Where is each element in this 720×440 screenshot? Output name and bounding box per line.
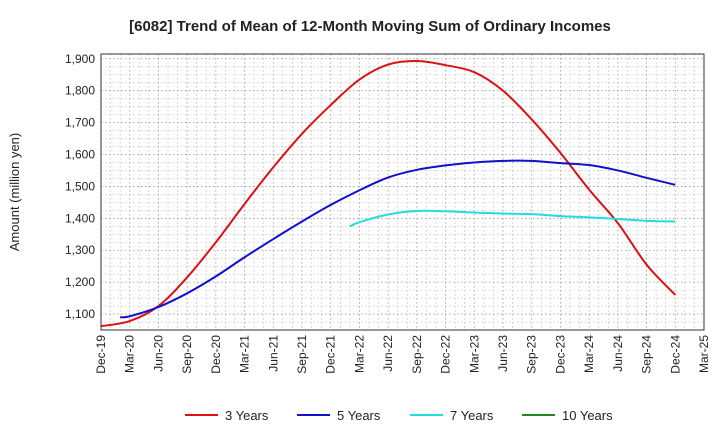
x-tick-label: Dec-19	[94, 335, 108, 374]
x-tick-label: Sep-22	[410, 335, 424, 374]
legend-label-10-years: 10 Years	[562, 408, 613, 423]
x-tick-label: Mar-25	[697, 335, 711, 373]
legend-label-3-years: 3 Years	[225, 408, 269, 423]
x-tick-label: Mar-22	[352, 335, 366, 373]
y-tick-label: 1,300	[65, 243, 95, 257]
y-tick-label: 1,600	[65, 148, 95, 162]
legend-label-7-years: 7 Years	[450, 408, 494, 423]
x-tick-label: Jun-23	[496, 335, 510, 372]
y-tick-label: 1,800	[65, 84, 95, 98]
series-line-5-years	[120, 159, 676, 319]
y-axis-label: Amount (million yen)	[7, 133, 22, 252]
x-tick-label: Sep-23	[525, 335, 539, 374]
x-tick-label: Mar-23	[467, 335, 481, 373]
series-layer	[100, 60, 677, 328]
x-tick-label: Sep-21	[295, 335, 309, 374]
series-line-3-years	[100, 60, 677, 328]
y-tick-label: 1,900	[65, 52, 95, 66]
grid-layer	[101, 54, 704, 330]
x-tick-label: Mar-20	[123, 335, 137, 373]
x-tick-label: Dec-23	[553, 335, 567, 374]
plot-frame	[100, 53, 705, 331]
x-tick-label: Sep-20	[180, 335, 194, 374]
y-tick-label: 1,200	[65, 275, 95, 289]
legend-label-5-years: 5 Years	[337, 408, 381, 423]
x-axis-ticks: Dec-19 Mar-20 Jun-20 Sep-20 Dec-20 Mar-21 Jun-…	[94, 335, 711, 374]
series-line-7-years	[349, 209, 676, 228]
x-tick-label: Jun-20	[151, 335, 165, 372]
x-tick-label: Mar-21	[238, 335, 252, 373]
y-axis-ticks: 1,100 1,200 1,300 1,400 1,500 1,600 1,700 1,800…	[65, 52, 95, 321]
x-tick-label: Jun-21	[266, 335, 280, 372]
x-tick-label: Jun-24	[611, 335, 625, 372]
x-tick-label: Dec-20	[209, 335, 223, 374]
x-tick-label: Dec-24	[668, 335, 682, 374]
x-tick-label: Dec-21	[324, 335, 338, 374]
y-tick-label: 1,100	[65, 307, 95, 321]
chart-title: [6082] Trend of Mean of 12-Month Moving …	[129, 18, 611, 35]
y-tick-label: 1,500	[65, 179, 95, 193]
legend: 3 Years 5 Years 7 Years 10 Years	[185, 408, 613, 423]
x-tick-label: Mar-24	[582, 335, 596, 373]
x-tick-label: Sep-24	[640, 335, 654, 374]
y-tick-label: 1,700	[65, 116, 95, 130]
x-tick-label: Jun-22	[381, 335, 395, 372]
y-tick-label: 1,400	[65, 211, 95, 225]
x-tick-label: Dec-22	[439, 335, 453, 374]
